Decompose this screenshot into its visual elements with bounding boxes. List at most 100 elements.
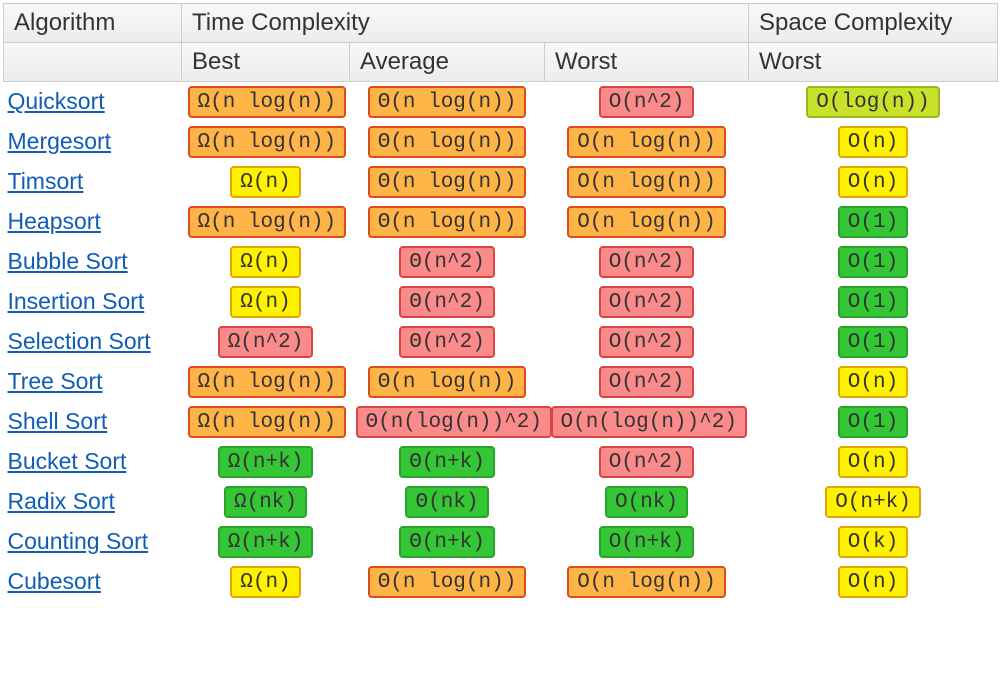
- complexity-chip: Θ(nk): [405, 486, 488, 518]
- space-cell: O(n): [749, 442, 998, 482]
- complexity-chip: Θ(n^2): [399, 326, 495, 358]
- space-cell: O(1): [749, 202, 998, 242]
- complexity-chip: O(n^2): [599, 286, 695, 318]
- algorithm-link[interactable]: Timsort: [8, 168, 84, 194]
- algorithm-cell: Cubesort: [4, 562, 182, 602]
- space-cell: O(n): [749, 362, 998, 402]
- algorithm-link[interactable]: Tree Sort: [8, 368, 103, 394]
- average-cell: Θ(n^2): [350, 242, 545, 282]
- complexity-chip: O(n+k): [825, 486, 921, 518]
- complexity-chip: Θ(n log(n)): [368, 366, 527, 398]
- table-row: Radix Sort Ω(nk) Θ(nk) O(nk) O(n+k): [4, 482, 998, 522]
- average-cell: Θ(n log(n)): [350, 562, 545, 602]
- complexity-chip: O(k): [838, 526, 908, 558]
- worst-cell: O(n^2): [545, 282, 749, 322]
- complexity-chip: O(n^2): [599, 246, 695, 278]
- worst-cell: O(nk): [545, 482, 749, 522]
- worst-cell: O(n log(n)): [545, 122, 749, 162]
- algorithm-link[interactable]: Insertion Sort: [8, 288, 145, 314]
- algorithm-link[interactable]: Radix Sort: [8, 488, 115, 514]
- complexity-chip: O(n^2): [599, 86, 695, 118]
- header-row-1: Algorithm Time Complexity Space Complexi…: [4, 4, 998, 43]
- table-row: Insertion SortΩ(n)Θ(n^2)O(n^2)O(1): [4, 282, 998, 322]
- table-row: MergesortΩ(n log(n))Θ(n log(n))O(n log(n…: [4, 122, 998, 162]
- complexity-chip: O(n log(n)): [567, 126, 726, 158]
- algorithm-cell: Tree Sort: [4, 362, 182, 402]
- algorithm-cell: Bucket Sort: [4, 442, 182, 482]
- header-algorithm: Algorithm: [4, 4, 182, 43]
- space-cell: O(log(n)): [749, 82, 998, 122]
- complexity-chip: O(n^2): [599, 446, 695, 478]
- complexity-chip: O(n log(n)): [567, 166, 726, 198]
- worst-cell: O(n log(n)): [545, 202, 749, 242]
- algorithm-cell: Quicksort: [4, 82, 182, 122]
- complexity-chip: Ω(n log(n)): [188, 86, 347, 118]
- algorithm-link[interactable]: Shell Sort: [8, 408, 108, 434]
- best-cell: Ω(n log(n)): [182, 402, 350, 442]
- complexity-chip: O(1): [838, 246, 908, 278]
- best-cell: Ω(nk): [182, 482, 350, 522]
- best-cell: Ω(n): [182, 242, 350, 282]
- table-row: Shell SortΩ(n log(n))Θ(n(log(n))^2)O(n(l…: [4, 402, 998, 442]
- complexity-chip: O(n): [838, 446, 908, 478]
- algorithm-link[interactable]: Heapsort: [8, 208, 101, 234]
- algorithm-cell: Bubble Sort: [4, 242, 182, 282]
- space-cell: O(1): [749, 242, 998, 282]
- complexity-chip: Θ(n log(n)): [368, 206, 527, 238]
- best-cell: Ω(n log(n)): [182, 122, 350, 162]
- complexity-chip: O(n^2): [599, 326, 695, 358]
- average-cell: Θ(n log(n)): [350, 82, 545, 122]
- complexity-chip: O(n log(n)): [567, 206, 726, 238]
- complexity-chip: Ω(n log(n)): [188, 126, 347, 158]
- best-cell: Ω(n log(n)): [182, 362, 350, 402]
- average-cell: Θ(n^2): [350, 282, 545, 322]
- worst-cell: O(n^2): [545, 362, 749, 402]
- worst-cell: O(n log(n)): [545, 562, 749, 602]
- header-worst: Worst: [545, 43, 749, 82]
- algorithm-cell: Counting Sort: [4, 522, 182, 562]
- header-row-2: Best Average Worst Worst: [4, 43, 998, 82]
- header-empty: [4, 43, 182, 82]
- header-time: Time Complexity: [182, 4, 749, 43]
- complexity-chip: O(n): [838, 566, 908, 598]
- algorithm-link[interactable]: Cubesort: [8, 568, 101, 594]
- average-cell: Θ(n+k): [350, 522, 545, 562]
- best-cell: Ω(n log(n)): [182, 202, 350, 242]
- complexity-chip: O(1): [838, 326, 908, 358]
- algorithm-link[interactable]: Bucket Sort: [8, 448, 127, 474]
- table-row: Bubble Sort Ω(n) Θ(n^2) O(n^2) O(1): [4, 242, 998, 282]
- algorithm-link[interactable]: Mergesort: [8, 128, 112, 154]
- table-row: Bucket SortΩ(n+k)Θ(n+k)O(n^2)O(n): [4, 442, 998, 482]
- complexity-chip: O(nk): [605, 486, 688, 518]
- space-cell: O(1): [749, 322, 998, 362]
- complexity-chip: O(n): [838, 166, 908, 198]
- algorithm-cell: Insertion Sort: [4, 282, 182, 322]
- best-cell: Ω(n+k): [182, 442, 350, 482]
- space-cell: O(n): [749, 562, 998, 602]
- worst-cell: O(n(log(n))^2): [545, 402, 749, 442]
- complexity-chip: Θ(n+k): [399, 526, 495, 558]
- space-cell: O(k): [749, 522, 998, 562]
- algorithm-link[interactable]: Quicksort: [8, 88, 105, 114]
- average-cell: Θ(n log(n)): [350, 202, 545, 242]
- complexity-chip: Ω(n): [230, 246, 300, 278]
- algorithm-cell: Selection Sort: [4, 322, 182, 362]
- algorithm-link[interactable]: Bubble Sort: [8, 248, 128, 274]
- algorithm-link[interactable]: Selection Sort: [8, 328, 151, 354]
- table-row: Counting SortΩ(n+k)Θ(n+k)O(n+k)O(k): [4, 522, 998, 562]
- header-space-worst: Worst: [749, 43, 998, 82]
- complexity-chip: Ω(n): [230, 166, 300, 198]
- table-row: Tree Sort Ω(n log(n)) Θ(n log(n)) O(n^2) O(n…: [4, 362, 998, 402]
- header-best: Best: [182, 43, 350, 82]
- complexity-chip: O(1): [838, 286, 908, 318]
- algorithm-cell: Timsort: [4, 162, 182, 202]
- table-row: CubesortΩ(n)Θ(n log(n))O(n log(n))O(n): [4, 562, 998, 602]
- space-cell: O(1): [749, 402, 998, 442]
- complexity-chip: Ω(n log(n)): [188, 206, 347, 238]
- best-cell: Ω(n log(n)): [182, 82, 350, 122]
- complexity-chip: O(n): [838, 126, 908, 158]
- complexity-chip: O(n^2): [599, 366, 695, 398]
- algorithm-link[interactable]: Counting Sort: [8, 528, 149, 554]
- complexity-chip: O(1): [838, 206, 908, 238]
- worst-cell: O(n^2): [545, 82, 749, 122]
